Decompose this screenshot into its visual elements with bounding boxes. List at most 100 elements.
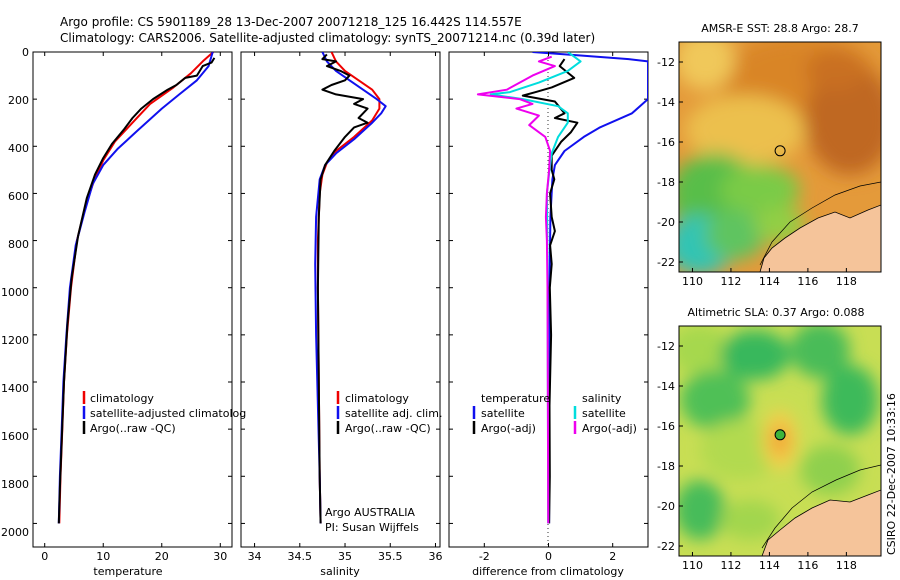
bathymetry-contour [761, 464, 881, 549]
legend-label: Argo(-adj) [481, 422, 536, 435]
legend-label: satellite [582, 407, 626, 420]
x-tick-label: 35 [338, 550, 352, 563]
depth-tick-label: 600 [8, 190, 29, 203]
legend-label: satellite adj. clim. [345, 407, 442, 420]
series-line-salinity-argo-adj- [476, 55, 556, 524]
sst-map-title: AMSR-E SST: 28.8 Argo: 28.7 [701, 22, 859, 35]
x-tick-label: 36 [428, 550, 442, 563]
map-lat-label: -12 [657, 340, 675, 353]
difference-profile-plot [476, 52, 648, 547]
map-lon-label: 116 [797, 559, 818, 572]
depth-tick-label: 0 [22, 46, 29, 59]
temperature-plot-frame [32, 51, 233, 548]
x-tick-label: 20 [155, 550, 169, 563]
sla-map [679, 326, 881, 556]
x-tick-group: 0 10 20 30 34 34.5 35 35.5 36 -2 0 2 [41, 52, 616, 563]
map-tick-group: 110 112 114 116 118 -12 -14 -16 -18 -20 -22 110 112 1… [657, 56, 857, 572]
map-lat-label: -22 [657, 540, 675, 553]
series-line-temperature-argo-adj- [521, 58, 579, 524]
x-tick-label: 10 [96, 550, 110, 563]
x-tick-label: 34 [248, 550, 262, 563]
legend-label: satellite-adjusted climatolog [90, 407, 246, 420]
series-line-argo-raw-qc- [316, 53, 369, 524]
credit-timestamp: CSIRO 22-Dec-2007 10:33:16 [885, 393, 898, 555]
coastline-land [759, 204, 881, 272]
difference-axis-label: difference from climatology [472, 565, 624, 578]
legend-label: satellite [481, 407, 525, 420]
temperature-axis-label: temperature [93, 565, 162, 578]
legend-label: Argo(-adj) [582, 422, 637, 435]
sst-map [679, 42, 881, 272]
figure-title-line2: Climatology: CARS2006. Satellite-adjuste… [60, 31, 595, 45]
map-lon-label: 116 [797, 275, 818, 288]
sst-field [679, 42, 881, 272]
depth-tick-label: 200 [8, 94, 29, 107]
map-lat-label: -14 [657, 96, 675, 109]
map-lat-label: -18 [657, 176, 675, 189]
depth-tick-label: 1200 [1, 334, 29, 347]
argo-position-marker [774, 145, 786, 157]
data-source-note: Argo AUSTRALIA [325, 506, 415, 519]
map-lat-label: -18 [657, 460, 675, 473]
salinity-plot-frame [240, 51, 441, 548]
x-tick-label: 35.5 [378, 550, 403, 563]
sla-map-title: Altimetric SLA: 0.37 Argo: 0.088 [687, 306, 864, 319]
depth-tick-label: 1400 [1, 382, 29, 395]
x-tick-label: -2 [479, 550, 490, 563]
map-lat-label: -22 [657, 256, 675, 269]
depth-tick-label: 400 [8, 142, 29, 155]
legend-label: Argo(..raw -QC) [90, 422, 176, 435]
legend-label: climatology [90, 392, 154, 405]
series-line-climatology [316, 52, 381, 524]
depth-tick-label: 800 [8, 238, 29, 251]
map-lat-label: -20 [657, 216, 675, 229]
depth-tick-label: 1000 [1, 286, 29, 299]
series-line-satellite-adj-clim- [314, 52, 387, 524]
depth-tick-marks [33, 51, 648, 524]
salinity-legend: climatology satellite adj. clim. Argo(..… [325, 391, 442, 534]
map-lon-label: 112 [720, 275, 741, 288]
bathymetry-contour [759, 181, 881, 266]
x-tick-label: 34.5 [288, 550, 313, 563]
x-tick-label: 30 [213, 550, 227, 563]
map-lon-label: 114 [759, 559, 780, 572]
depth-tick-label: 1800 [1, 478, 29, 491]
x-tick-label: 0 [41, 550, 48, 563]
map-lon-label: 112 [720, 559, 741, 572]
temperature-legend: climatology satellite-adjusted climatolo… [82, 391, 246, 435]
salinity-axis-label: salinity [320, 565, 360, 578]
depth-tick-label: 1600 [1, 430, 29, 443]
series-line-argo-raw-qc- [57, 57, 216, 524]
argo-position-marker [774, 429, 786, 441]
temperature-profile-plot [57, 52, 216, 524]
map-lat-label: -14 [657, 380, 675, 393]
salinity-profile-plot [314, 52, 387, 524]
legend-label: climatology [345, 392, 409, 405]
depth-axis-labels: 0 200 400 600 800 1000 1200 1400 1600 18… [1, 46, 29, 539]
map-lon-label: 114 [759, 275, 780, 288]
map-lon-label: 110 [682, 275, 703, 288]
map-lon-label: 110 [682, 559, 703, 572]
sla-field [679, 326, 878, 540]
sla-map-frame [678, 325, 882, 557]
map-lat-label: -20 [657, 500, 675, 513]
map-lat-label: -16 [657, 420, 675, 433]
legend-label: Argo(..raw -QC) [345, 422, 431, 435]
map-lon-label: 118 [836, 275, 857, 288]
difference-legend: temperature satellite Argo(-adj) salinit… [472, 392, 637, 435]
legend-group-label: salinity [582, 392, 622, 405]
x-tick-label: 0 [545, 550, 552, 563]
sst-map-frame [678, 41, 882, 273]
coastline-land [761, 489, 881, 556]
series-line-salinity-satellite [489, 52, 582, 524]
series-line-temperature-satellite [532, 52, 648, 524]
series-line-satellite [57, 52, 214, 524]
map-lon-label: 118 [836, 559, 857, 572]
map-lat-label: -16 [657, 136, 675, 149]
series-line-climatology [58, 52, 214, 524]
depth-tick-label: 2000 [1, 526, 29, 539]
map-lat-label: -12 [657, 56, 675, 69]
figure-title-line1: Argo profile: CS 5901189_28 13-Dec-2007 … [60, 15, 522, 29]
x-tick-label: 2 [609, 550, 616, 563]
